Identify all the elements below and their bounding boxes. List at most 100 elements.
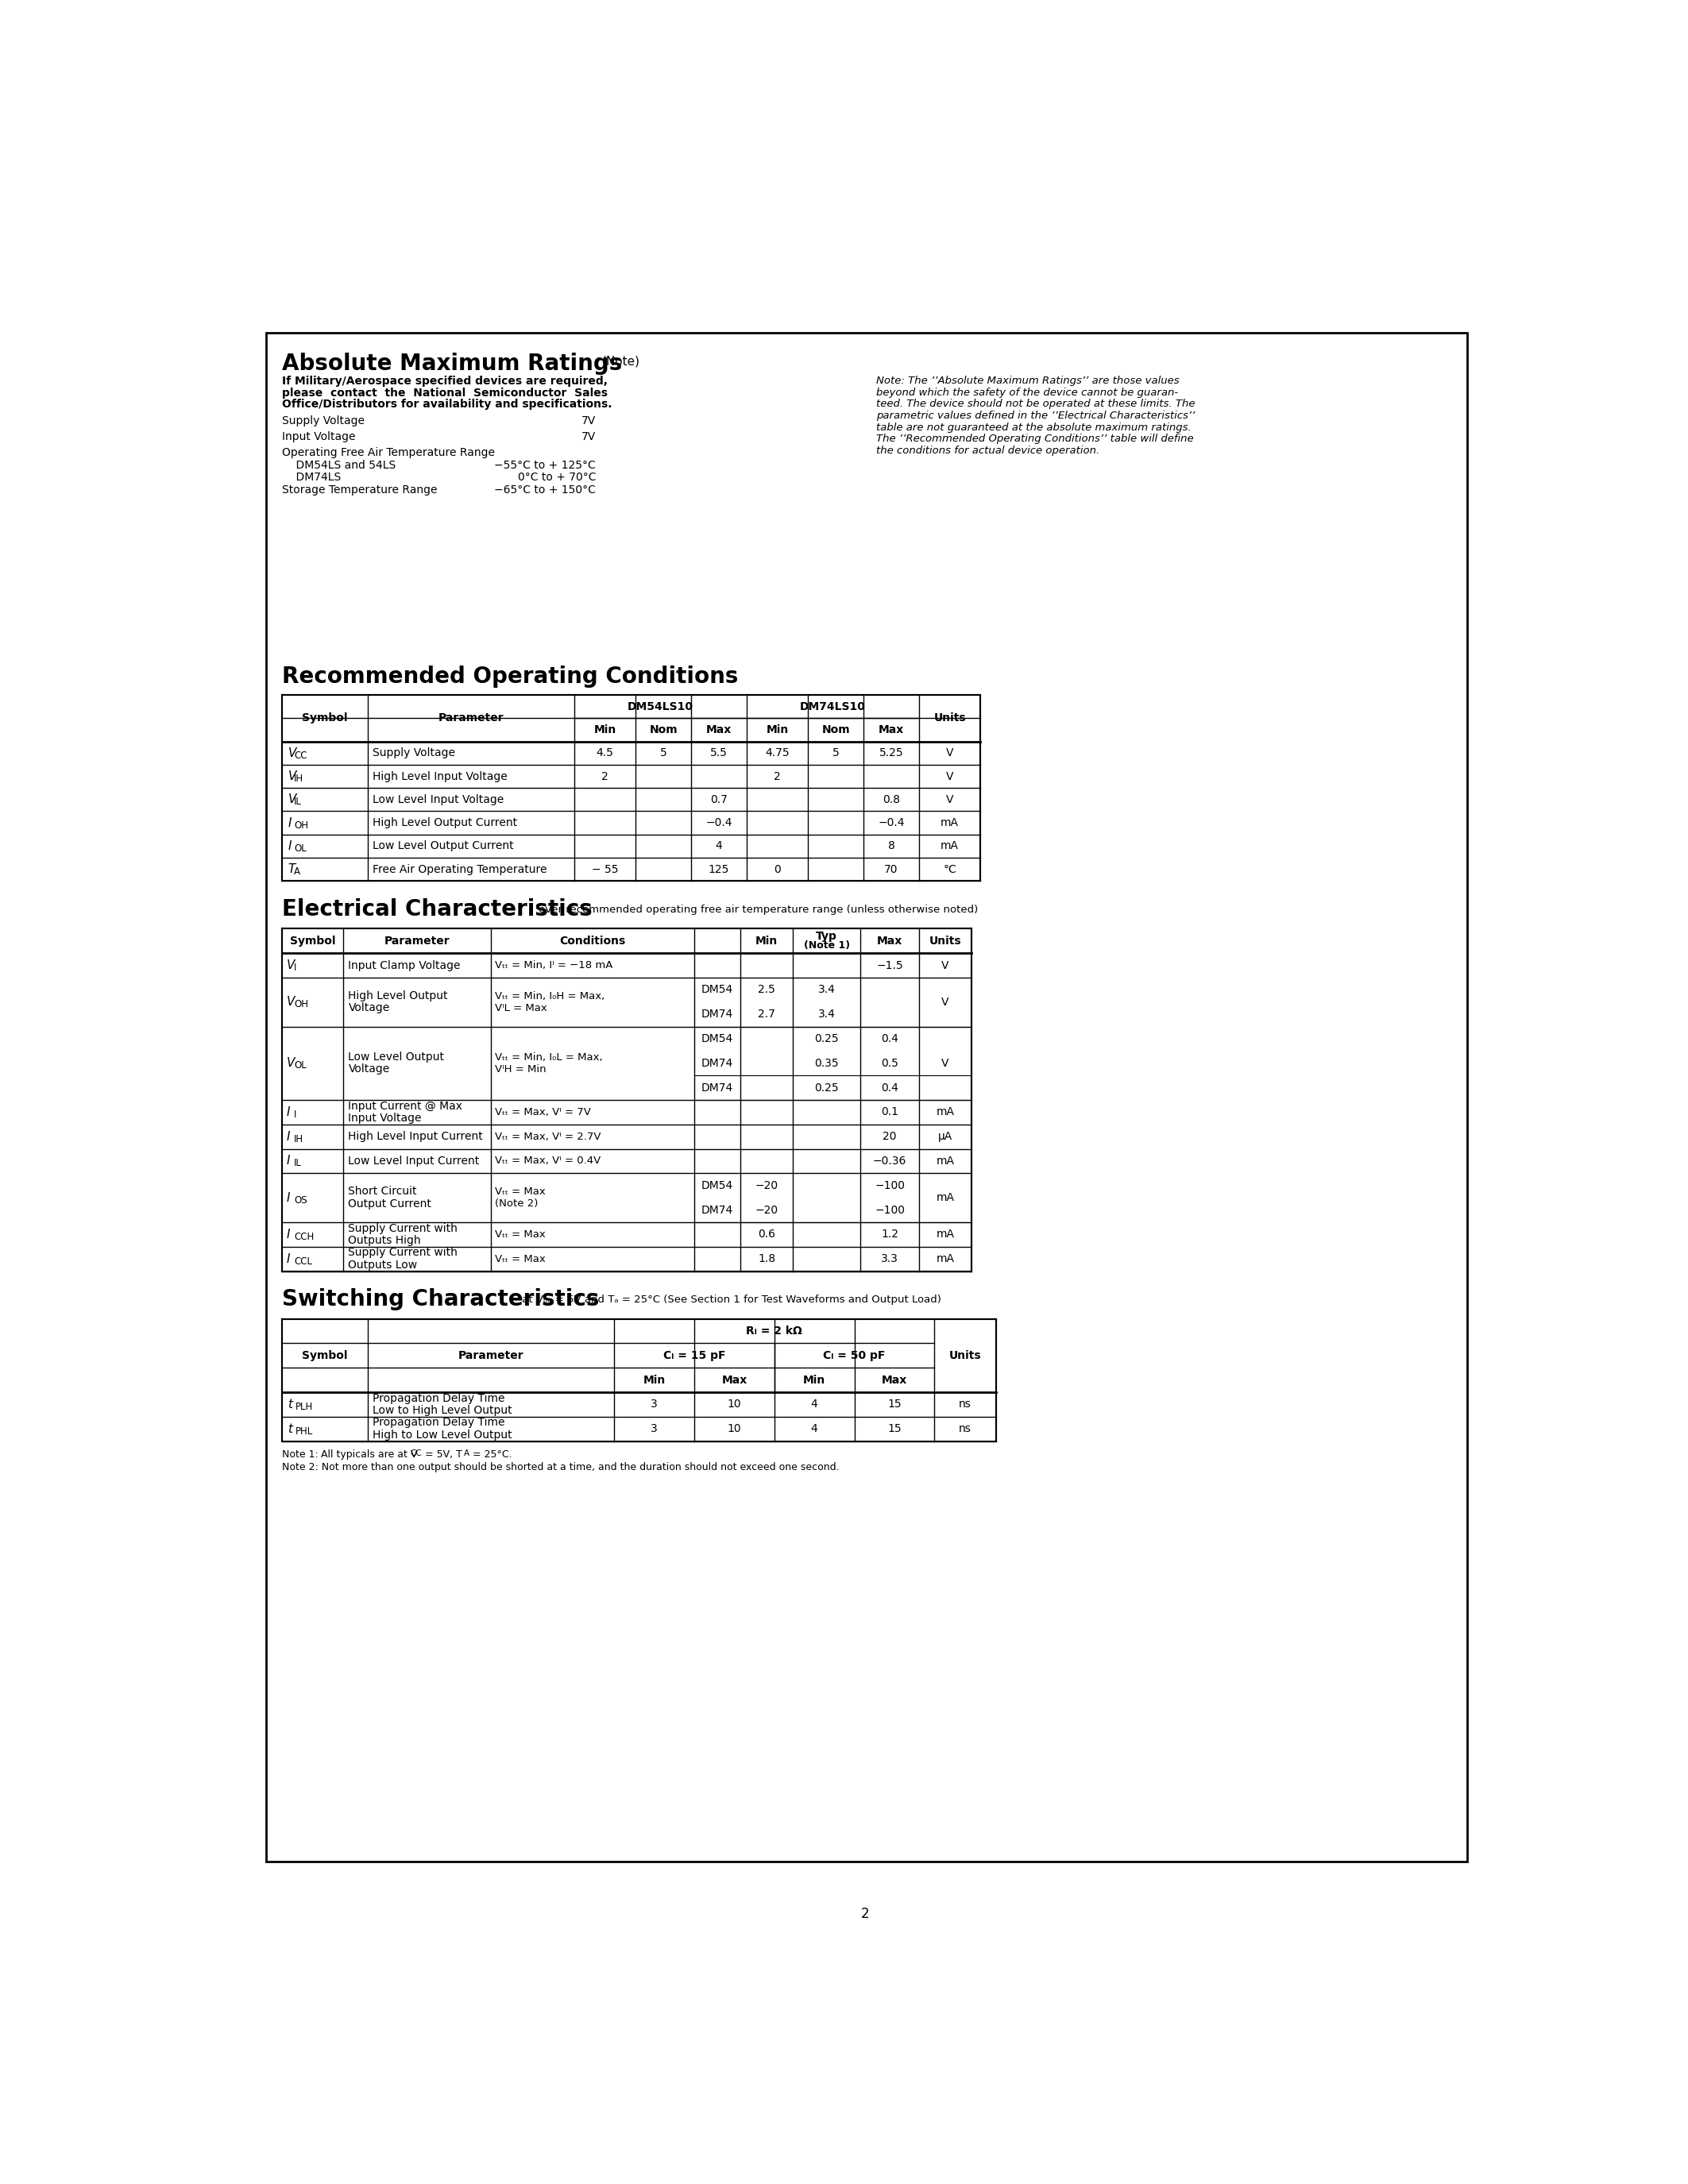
- Text: the conditions for actual device operation.: the conditions for actual device operati…: [876, 446, 1099, 456]
- Text: = 25°C.: = 25°C.: [469, 1450, 511, 1459]
- Text: 0.5: 0.5: [881, 1057, 898, 1068]
- Text: Parameter: Parameter: [439, 712, 505, 723]
- Text: OH: OH: [294, 821, 309, 830]
- Text: 0.1: 0.1: [881, 1107, 898, 1118]
- Text: Cₗ = 50 pF: Cₗ = 50 pF: [824, 1350, 886, 1361]
- Text: High to Low Level Output: High to Low Level Output: [373, 1428, 513, 1441]
- Text: over recommended operating free air temperature range (unless otherwise noted): over recommended operating free air temp…: [535, 904, 977, 915]
- Text: 4: 4: [810, 1398, 817, 1411]
- Text: Note: The ’’Absolute Maximum Ratings’’ are those values: Note: The ’’Absolute Maximum Ratings’’ a…: [876, 376, 1178, 387]
- Text: Voltage: Voltage: [348, 1064, 390, 1075]
- Text: 1.8: 1.8: [758, 1254, 775, 1265]
- Text: Low Level Input Current: Low Level Input Current: [348, 1155, 479, 1166]
- Text: mA: mA: [935, 1192, 954, 1203]
- Text: I: I: [294, 963, 297, 972]
- Text: Note 1:: Note 1:: [282, 1450, 317, 1459]
- Text: 0.6: 0.6: [758, 1230, 775, 1241]
- Text: I: I: [287, 1155, 290, 1166]
- Text: IL: IL: [294, 1158, 302, 1168]
- Text: IH: IH: [294, 773, 304, 784]
- Text: PHL: PHL: [295, 1426, 312, 1437]
- Text: I: I: [287, 1131, 290, 1142]
- Text: Min: Min: [766, 725, 788, 736]
- Text: °C: °C: [944, 863, 957, 876]
- Text: beyond which the safety of the device cannot be guaran-: beyond which the safety of the device ca…: [876, 387, 1178, 397]
- Text: A: A: [464, 1450, 469, 1457]
- Text: Supply Voltage: Supply Voltage: [282, 415, 365, 426]
- Text: Vₜₜ = Max, Vᴵ = 0.4V: Vₜₜ = Max, Vᴵ = 0.4V: [495, 1155, 601, 1166]
- Text: DM74: DM74: [702, 1057, 733, 1068]
- Text: 2.5: 2.5: [758, 985, 775, 996]
- Text: I: I: [294, 1109, 297, 1120]
- Text: −100: −100: [874, 1203, 905, 1216]
- Text: Max: Max: [878, 725, 905, 736]
- Text: Output Current: Output Current: [348, 1199, 432, 1210]
- Text: Absolute Maximum Ratings: Absolute Maximum Ratings: [282, 352, 621, 376]
- Text: DM54: DM54: [702, 1179, 733, 1190]
- Text: Note 2: Not more than one output should be shorted at a time, and the duration s: Note 2: Not more than one output should …: [282, 1461, 839, 1472]
- Text: V: V: [942, 996, 949, 1007]
- Text: Input Clamp Voltage: Input Clamp Voltage: [348, 959, 461, 972]
- Text: −65°C to + 150°C: −65°C to + 150°C: [495, 485, 596, 496]
- Text: Units: Units: [949, 1350, 981, 1361]
- Text: Symbol: Symbol: [302, 1350, 348, 1361]
- Text: −1.5: −1.5: [876, 959, 903, 972]
- Text: Outputs Low: Outputs Low: [348, 1260, 417, 1271]
- Text: table are not guaranteed at the absolute maximum ratings.: table are not guaranteed at the absolute…: [876, 422, 1192, 432]
- Text: The ’’Recommended Operating Conditions’’ table will define: The ’’Recommended Operating Conditions’’…: [876, 435, 1193, 443]
- Text: IH: IH: [294, 1133, 304, 1144]
- Text: ns: ns: [959, 1424, 972, 1435]
- Text: 4.75: 4.75: [765, 747, 790, 758]
- Text: −20: −20: [755, 1203, 778, 1216]
- Text: 20: 20: [883, 1131, 896, 1142]
- Text: Input Current @ Max: Input Current @ Max: [348, 1101, 463, 1112]
- Text: Switching Characteristics: Switching Characteristics: [282, 1289, 599, 1310]
- Text: High Level Input Current: High Level Input Current: [348, 1131, 483, 1142]
- Bar: [282, 695, 981, 880]
- Text: Symbol: Symbol: [290, 935, 336, 946]
- Text: Short Circuit: Short Circuit: [348, 1186, 417, 1197]
- Text: Nom: Nom: [650, 725, 677, 736]
- Text: 15: 15: [888, 1398, 901, 1411]
- Text: OL: OL: [294, 843, 307, 854]
- Text: Symbol: Symbol: [302, 712, 348, 723]
- Text: t: t: [289, 1398, 292, 1411]
- Text: Office/Distributors for availability and specifications.: Office/Distributors for availability and…: [282, 400, 611, 411]
- Text: 2: 2: [773, 771, 782, 782]
- Text: OH: OH: [294, 1000, 309, 1009]
- Text: CCH: CCH: [294, 1232, 314, 1243]
- Text: −0.4: −0.4: [706, 817, 733, 828]
- Text: 3.4: 3.4: [819, 1009, 836, 1020]
- Text: 0.7: 0.7: [711, 795, 728, 806]
- Text: V: V: [945, 747, 954, 758]
- Text: DM74LS10: DM74LS10: [800, 701, 866, 712]
- Text: parametric values defined in the ’’Electrical Characteristics’’: parametric values defined in the ’’Elect…: [876, 411, 1195, 422]
- Text: mA: mA: [940, 841, 959, 852]
- Bar: [282, 1319, 996, 1441]
- Text: CC: CC: [294, 751, 307, 760]
- Text: 2: 2: [601, 771, 608, 782]
- Text: 4.5: 4.5: [596, 747, 614, 758]
- Text: 5: 5: [660, 747, 667, 758]
- Text: OS: OS: [294, 1195, 307, 1206]
- Text: 10: 10: [728, 1398, 741, 1411]
- Text: DM74: DM74: [702, 1009, 733, 1020]
- Text: Rₗ = 2 kΩ: Rₗ = 2 kΩ: [746, 1326, 802, 1337]
- Text: −0.36: −0.36: [873, 1155, 906, 1166]
- Text: please  contact  the  National  Semiconductor  Sales: please contact the National Semiconducto…: [282, 387, 608, 397]
- Text: V: V: [942, 959, 949, 972]
- Text: V: V: [289, 771, 295, 782]
- Text: I: I: [289, 841, 292, 852]
- Text: 0.25: 0.25: [815, 1033, 839, 1044]
- Text: Max: Max: [878, 935, 903, 946]
- Text: Input Voltage: Input Voltage: [348, 1112, 422, 1125]
- Text: Min: Min: [803, 1374, 825, 1385]
- Text: Low Level Input Voltage: Low Level Input Voltage: [373, 795, 505, 806]
- Text: IL: IL: [294, 797, 302, 808]
- Text: Operating Free Air Temperature Range: Operating Free Air Temperature Range: [282, 448, 495, 459]
- Text: ns: ns: [959, 1398, 972, 1411]
- Text: Vₜₜ = Max: Vₜₜ = Max: [495, 1230, 545, 1241]
- Text: Vₜₜ = Max: Vₜₜ = Max: [495, 1254, 545, 1265]
- Text: Vₜₜ = Min, I₀L = Max,: Vₜₜ = Min, I₀L = Max,: [495, 1053, 603, 1061]
- Text: teed. The device should not be operated at these limits. The: teed. The device should not be operated …: [876, 400, 1195, 408]
